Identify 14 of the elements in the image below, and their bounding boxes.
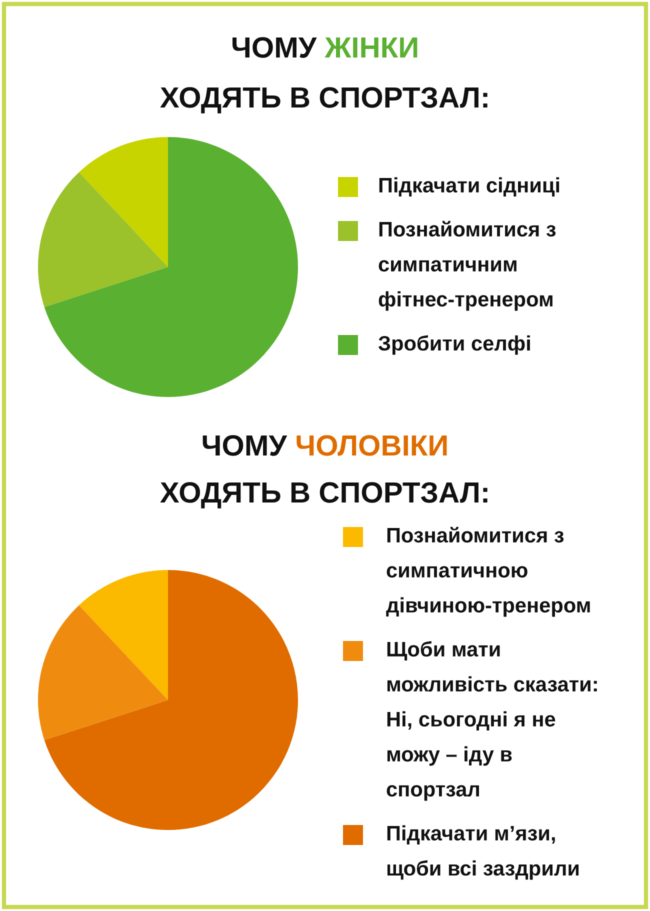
pie-slice bbox=[44, 570, 298, 830]
legend-label: Зробити селфі bbox=[378, 335, 530, 355]
pie-slice bbox=[38, 172, 168, 308]
chart-title: ЧОМУ ЧОЛОВІКИ ХОДЯТЬ В СПОРТЗАЛ: bbox=[160, 435, 488, 508]
legend-label: Познайомитися з симпатичним фітнес-тренером bbox=[378, 220, 556, 311]
legend-label: Познайомитися з симпатичною дівчиною-тренером bbox=[386, 526, 590, 617]
pie-slice bbox=[79, 570, 168, 700]
pie-slice bbox=[38, 605, 168, 740]
legend-label: Підкачати сідниці bbox=[379, 177, 560, 197]
chart-title: ЧОМУ ЖІНКИ ХОДЯТЬ В СПОРТЗАЛ: bbox=[160, 37, 488, 114]
legend-label: Підкачати м’язи, щоби всі заздрили bbox=[387, 825, 579, 880]
legend-label: Щоби мати можливість сказати: Ні, сьогодні я не можу – іду в спортзал bbox=[386, 641, 597, 801]
pie-slice bbox=[79, 137, 168, 267]
pie-slice bbox=[44, 137, 298, 397]
